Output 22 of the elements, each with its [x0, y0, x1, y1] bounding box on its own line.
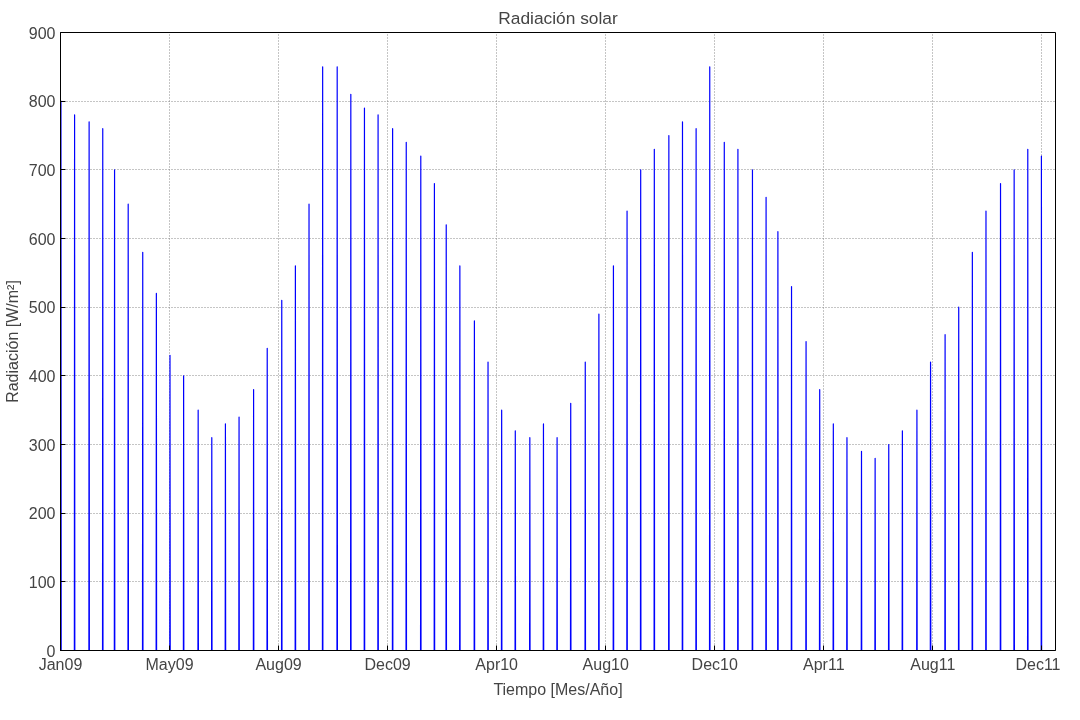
chart-title: Radiación solar — [498, 7, 618, 28]
y-tick-label: 200 — [28, 505, 56, 523]
x-tick-label: Aug09 — [255, 655, 302, 673]
x-tick-label: Apr11 — [803, 655, 845, 673]
x-tick-label: Dec11 — [1015, 655, 1061, 673]
x-tick-label: May09 — [145, 655, 194, 673]
x-tick-label: Dec09 — [364, 655, 411, 673]
y-tick-label: 900 — [28, 24, 56, 42]
x-tick-label: Dec10 — [691, 655, 738, 673]
y-axis-title: Radiación [W/m²] — [3, 280, 21, 403]
x-tick-label: Apr10 — [475, 655, 519, 673]
x-tick-label: Aug11 — [910, 655, 956, 673]
y-tick-label: 800 — [28, 93, 56, 111]
y-tick-label: 600 — [28, 230, 56, 248]
x-tick-label: Aug10 — [582, 655, 629, 673]
x-axis-title: Tiempo [Mes/Año] — [493, 680, 623, 698]
y-tick-label: 0 — [46, 642, 56, 660]
y-tick-label: 500 — [28, 299, 56, 317]
y-tick-label: 700 — [28, 161, 56, 179]
y-tick-label: 100 — [28, 573, 56, 591]
y-tick-label: 300 — [28, 436, 56, 454]
y-tick-label: 400 — [28, 367, 56, 385]
